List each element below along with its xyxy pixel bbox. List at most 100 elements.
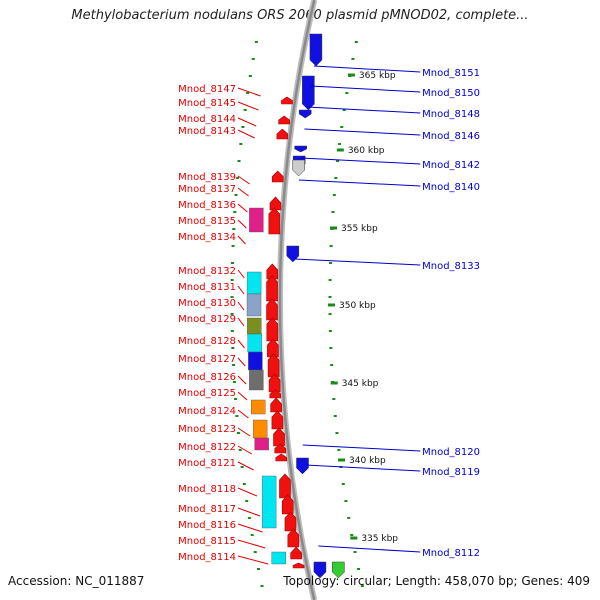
- inner-tick: [231, 347, 235, 349]
- inner-tick: [240, 466, 244, 468]
- outer-tick: [333, 415, 337, 417]
- reverse-gene-label: Mnod_8129: [178, 314, 236, 325]
- reverse-gene-arrow: [266, 263, 279, 280]
- reverse-gene-label: Mnod_8136: [178, 200, 236, 211]
- inner-tick: [253, 551, 257, 553]
- outer-tick: [334, 177, 338, 179]
- reverse-gene-label: Mnod_8118: [178, 484, 236, 495]
- scale-tick: [328, 303, 336, 307]
- outer-tick: [345, 92, 349, 94]
- scale-label: 360 kbp: [348, 146, 385, 156]
- outer-tick: [360, 585, 364, 587]
- forward-gene-arrow: [302, 75, 315, 111]
- cog-color-box: [251, 399, 266, 415]
- reverse-gene-label: Mnod_8125: [178, 388, 236, 399]
- forward-gene-label: Mnod_8112: [422, 548, 480, 559]
- reverse-gene-leader: [237, 487, 258, 497]
- cog-color-box: [254, 437, 269, 451]
- scale-label: 365 kbp: [359, 71, 396, 81]
- outer-tick: [351, 58, 355, 60]
- inner-tick: [237, 160, 241, 162]
- inner-tick: [247, 517, 251, 519]
- reverse-gene-label: Mnod_8126: [178, 372, 236, 383]
- reverse-gene-arrow: [274, 443, 287, 454]
- reverse-gene-leader: [237, 375, 247, 385]
- reverse-gene-label: Mnod_8116: [178, 520, 236, 531]
- forward-gene-label: Mnod_8119: [422, 467, 480, 478]
- forward-gene-arrow: [313, 561, 327, 579]
- reverse-gene-arrow: [270, 397, 282, 413]
- reverse-gene-leader: [237, 235, 246, 245]
- reverse-gene-label: Mnod_8132: [178, 266, 236, 277]
- inner-tick: [236, 432, 240, 434]
- reverse-gene-arrow: [287, 528, 300, 548]
- forward-gene-leader: [318, 545, 421, 553]
- cog-color-box: [248, 351, 263, 371]
- reverse-gene-label: Mnod_8131: [178, 282, 236, 293]
- reverse-gene-label: Mnod_8124: [178, 406, 236, 417]
- reverse-gene-label: Mnod_8128: [178, 336, 236, 347]
- accession-text: Accession: NC_011887: [8, 574, 145, 588]
- inner-tick: [245, 500, 249, 502]
- cog-color-box: [252, 419, 268, 439]
- forward-gene-leader: [305, 464, 421, 472]
- outer-tick: [335, 432, 339, 434]
- outer-tick: [331, 211, 335, 213]
- scale-tick: [336, 148, 344, 152]
- forward-gene-leader: [307, 106, 421, 114]
- inner-tick: [257, 568, 261, 570]
- outer-tick: [328, 279, 332, 281]
- map-title: Methylobacterium nodulans ORS 2060 plasm…: [71, 8, 529, 23]
- forward-gene-label: Mnod_8133: [422, 261, 480, 272]
- inner-tick: [250, 534, 254, 536]
- outer-tick: [337, 449, 341, 451]
- scale-tick: [350, 536, 358, 540]
- forward-gene-leader: [294, 258, 421, 266]
- inner-tick: [243, 109, 247, 111]
- outer-tick: [338, 143, 342, 145]
- forward-gene-label: Mnod_8140: [422, 182, 480, 193]
- outer-tick: [341, 483, 345, 485]
- reverse-gene-arrow: [276, 128, 289, 140]
- cog-color-box: [249, 207, 264, 233]
- cog-color-box: [247, 333, 262, 353]
- reverse-gene-leader: [237, 427, 251, 437]
- reverse-gene-leader: [237, 175, 250, 185]
- inner-tick: [238, 449, 242, 451]
- reverse-gene-arrow: [284, 511, 297, 532]
- outer-tick: [330, 364, 334, 366]
- outer-tick: [328, 313, 332, 315]
- reverse-gene-leader: [237, 357, 246, 367]
- forward-gene-label: Mnod_8150: [422, 88, 480, 99]
- scale-label: 340 kbp: [349, 456, 386, 466]
- reverse-gene-label: Mnod_8143: [178, 126, 236, 137]
- reverse-gene-arrow: [269, 389, 282, 399]
- reverse-gene-label: Mnod_8137: [178, 184, 236, 195]
- outer-tick: [336, 160, 340, 162]
- forward-gene-label: Mnod_8148: [422, 109, 480, 120]
- reverse-gene-arrow: [279, 473, 291, 499]
- reverse-gene-arrow: [271, 170, 284, 183]
- inner-tick: [234, 398, 238, 400]
- reverse-gene-leader: [237, 301, 245, 311]
- scale-label: 350 kbp: [339, 301, 376, 311]
- inner-tick: [239, 143, 243, 145]
- outer-tick: [332, 194, 336, 196]
- reverse-gene-label: Mnod_8147: [178, 84, 236, 95]
- inner-tick: [230, 279, 234, 281]
- scale-tick: [330, 226, 338, 230]
- topology-text: Topology: circular; Length: 458,070 bp; …: [283, 574, 590, 588]
- forward-gene-arrow: [294, 145, 307, 153]
- forward-gene-leader: [302, 444, 421, 452]
- reverse-gene-label: Mnod_8139: [178, 172, 236, 183]
- inner-tick: [248, 75, 252, 77]
- reverse-gene-leader: [237, 219, 247, 229]
- reverse-gene-leader: [237, 391, 248, 401]
- scale-label: 355 kbp: [341, 224, 378, 234]
- reverse-gene-arrow: [275, 453, 288, 462]
- reverse-gene-leader: [237, 129, 255, 139]
- reverse-gene-leader: [237, 269, 245, 279]
- inner-tick: [246, 92, 250, 94]
- forward-gene-leader: [310, 85, 421, 93]
